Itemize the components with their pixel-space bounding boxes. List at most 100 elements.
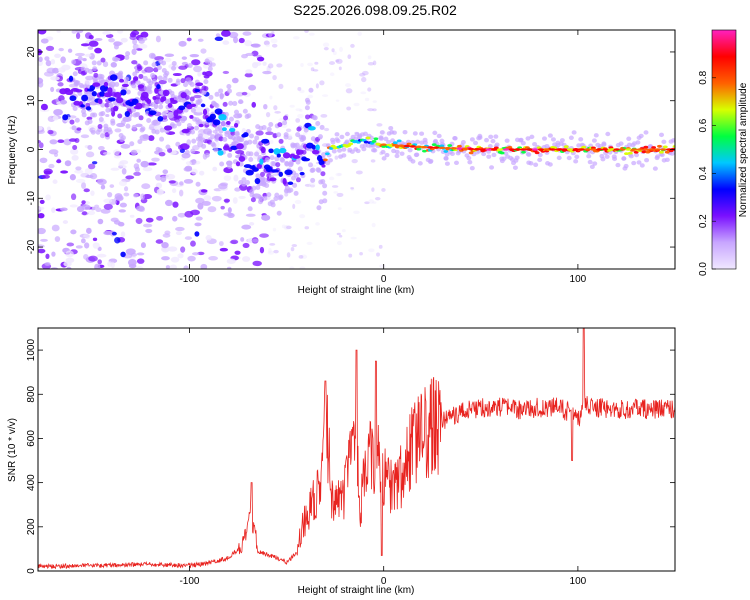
heatmap-noise-blob xyxy=(60,99,68,105)
heatmap-halo xyxy=(208,94,214,100)
heatmap-halo xyxy=(88,68,94,74)
heatmap-ridge-core xyxy=(508,148,516,151)
heatmap-ridge-cell xyxy=(81,94,89,102)
heatmap-halo xyxy=(344,131,350,137)
heatmap-noise-blob xyxy=(273,105,278,111)
heatmap-ridge-cell xyxy=(245,169,254,176)
heatmap-noise-blob xyxy=(41,174,50,179)
heatmap-halo xyxy=(414,152,420,157)
heatmap-halo xyxy=(92,112,98,118)
heatmap-halo xyxy=(274,156,280,162)
heatmap-ridge-cell xyxy=(581,145,587,149)
heatmap-halo xyxy=(189,81,195,87)
heatmap-halo xyxy=(162,76,168,82)
heatmap-halo xyxy=(176,121,182,127)
heatmap-halo xyxy=(113,56,119,62)
heatmap-noise-blob xyxy=(81,211,88,216)
y-tick-label: -20 xyxy=(26,239,37,254)
heatmap-ridge-cell xyxy=(268,148,274,154)
heatmap-noise-blob xyxy=(304,183,312,187)
heatmap-noise-blob xyxy=(252,260,262,267)
heatmap-noise-blob xyxy=(69,174,76,181)
heatmap-halo xyxy=(255,185,261,191)
heatmap-halo xyxy=(191,159,197,165)
heatmap-noise-blob xyxy=(197,202,204,210)
heatmap-ridge-cell xyxy=(348,142,354,146)
heatmap-noise-blob xyxy=(117,30,124,34)
heatmap-halo xyxy=(203,86,209,92)
heatmap-halo xyxy=(312,115,318,121)
heatmap-halo xyxy=(135,80,141,86)
heatmap-halo xyxy=(604,154,610,159)
heatmap-noise-blob xyxy=(376,123,383,127)
heatmap-noise-blob xyxy=(290,247,295,252)
heatmap-halo xyxy=(301,135,307,141)
heatmap-noise-blob xyxy=(228,31,239,39)
heatmap-noise-blob xyxy=(222,70,230,74)
heatmap-halo xyxy=(494,142,500,147)
heatmap-noise-blob xyxy=(245,69,253,74)
heatmap-noise-blob xyxy=(189,54,200,58)
heatmap-noise-blob xyxy=(66,242,75,247)
heatmap-noise-blob xyxy=(171,188,177,194)
heatmap-noise-blob xyxy=(345,83,351,88)
heatmap-halo xyxy=(120,135,126,141)
heatmap-noise-blob xyxy=(170,256,180,263)
y-tick-label: -10 xyxy=(26,191,37,206)
heatmap-ridge-cell xyxy=(92,82,101,87)
heatmap-halo xyxy=(320,171,326,177)
heatmap-noise-blob xyxy=(186,139,192,146)
heatmap-halo xyxy=(422,140,428,145)
heatmap-ridge-cell xyxy=(178,105,186,111)
heatmap-noise-blob xyxy=(350,236,357,240)
heatmap-noise-blob xyxy=(234,250,241,255)
heatmap-noise-blob xyxy=(70,229,77,235)
heatmap-noise-blob xyxy=(297,87,302,91)
heatmap-noise-blob xyxy=(263,40,270,46)
heatmap-noise-blob xyxy=(278,118,285,122)
heatmap-noise-blob xyxy=(268,32,273,38)
heatmap-ridge-core xyxy=(607,148,615,151)
heatmap-noise-blob xyxy=(371,222,376,228)
heatmap-halo xyxy=(222,136,228,142)
heatmap-ridge-core xyxy=(654,148,661,151)
heatmap-noise-blob xyxy=(81,204,91,211)
heatmap-halo xyxy=(381,156,387,161)
heatmap-noise-blob xyxy=(221,30,231,37)
heatmap-halo xyxy=(72,105,78,111)
heatmap-noise-blob xyxy=(226,258,236,264)
heatmap-halo xyxy=(410,159,416,164)
heatmap-noise-blob xyxy=(132,43,140,50)
heatmap-noise-blob xyxy=(215,33,221,38)
heatmap-halo xyxy=(247,139,253,145)
heatmap-halo xyxy=(165,144,171,150)
heatmap-noise-blob xyxy=(40,103,48,111)
heatmap-halo xyxy=(257,199,263,205)
heatmap-halo xyxy=(189,96,195,102)
heatmap-ridge-cell xyxy=(229,127,236,133)
heatmap-halo xyxy=(394,149,400,155)
heatmap-halo xyxy=(219,161,225,167)
heatmap-noise-blob xyxy=(43,170,52,175)
heatmap-ridge-cell xyxy=(651,146,657,149)
y-tick-label: 600 xyxy=(26,430,37,447)
heatmap-noise-blob xyxy=(244,72,253,78)
heatmap-noise-blob xyxy=(292,36,300,40)
heatmap-ridge-cell xyxy=(157,116,164,122)
heatmap-noise-blob xyxy=(359,72,366,77)
heatmap-noise-blob xyxy=(100,184,106,190)
heatmap-noise-blob xyxy=(139,134,150,141)
heatmap-ridge-cell xyxy=(212,119,221,126)
heatmap-ridge-core xyxy=(415,145,422,149)
heatmap-ridge-cell xyxy=(218,113,227,121)
heatmap-noise-blob xyxy=(45,60,52,67)
heatmap-noise-blob xyxy=(143,223,153,228)
x-tick-label: 0 xyxy=(381,274,387,285)
heatmap-ridge-cell xyxy=(443,150,449,153)
heatmap-ridge-cell xyxy=(137,84,145,89)
heatmap-halo xyxy=(322,190,328,196)
heatmap-ridge-cell xyxy=(202,108,208,116)
heatmap-halo xyxy=(600,156,606,162)
heatmap-halo xyxy=(72,144,78,150)
heatmap-noise-blob xyxy=(44,262,51,266)
